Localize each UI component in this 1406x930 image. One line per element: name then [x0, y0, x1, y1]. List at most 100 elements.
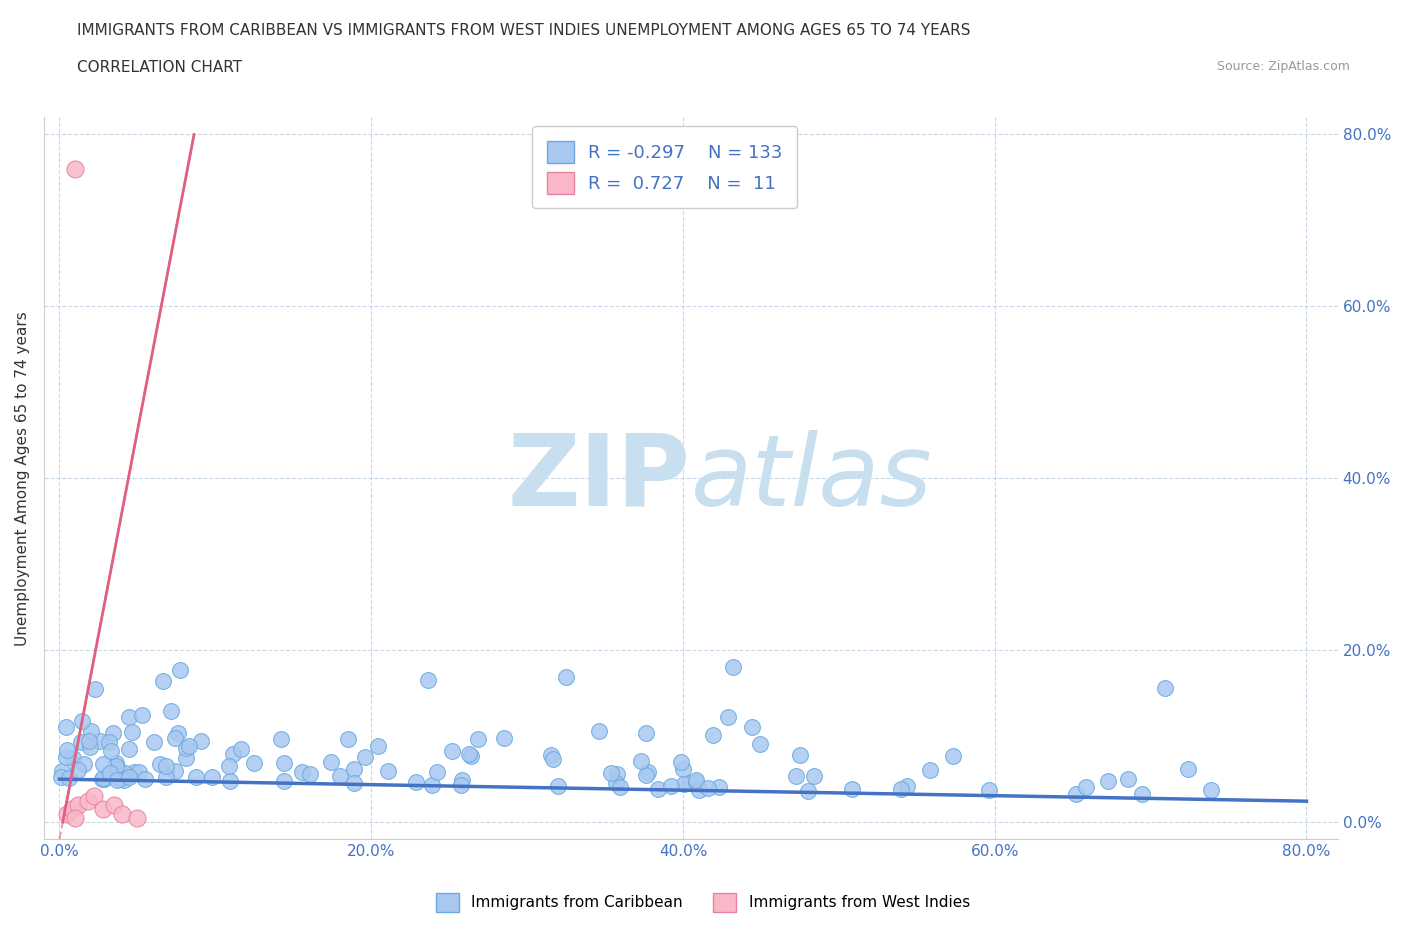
Point [460, 749, 482, 764]
Point [1097, 774, 1119, 789]
Point [634, 725, 657, 740]
Point [599, 766, 621, 781]
Point [721, 660, 744, 675]
Point [547, 778, 569, 793]
Point [70, 713, 93, 728]
Point [108, 772, 131, 787]
Point [1177, 762, 1199, 777]
Point [174, 751, 197, 765]
Point [669, 754, 692, 769]
Point [588, 724, 610, 738]
Point [56, 743, 79, 758]
Point [688, 783, 710, 798]
Point [420, 777, 443, 792]
Point [55, 750, 77, 764]
Point [105, 772, 128, 787]
Point [672, 762, 695, 777]
Point [155, 759, 177, 774]
Point [337, 732, 360, 747]
Point [270, 732, 292, 747]
Point [979, 782, 1001, 797]
Point [83, 789, 105, 804]
Point [142, 735, 165, 750]
Point [163, 730, 186, 745]
Point [920, 763, 942, 777]
Point [329, 768, 352, 783]
Point [741, 720, 763, 735]
Text: ZIP: ZIP [508, 430, 690, 526]
Point [354, 750, 377, 764]
Point [229, 741, 252, 756]
Point [321, 754, 343, 769]
Point [63, 162, 86, 177]
Point [1153, 681, 1175, 696]
Point [492, 730, 515, 745]
Point [426, 764, 449, 779]
Point [637, 764, 659, 779]
Point [134, 771, 156, 786]
Point [49, 769, 72, 784]
Point [1199, 782, 1222, 797]
Point [1064, 787, 1087, 802]
Point [149, 756, 172, 771]
Point [673, 777, 696, 791]
Point [104, 759, 127, 774]
Point [58, 771, 80, 786]
Text: IMMIGRANTS FROM CARIBBEAN VS IMMIGRANTS FROM WEST INDIES UNEMPLOYMENT AMONG AGES: IMMIGRANTS FROM CARIBBEAN VS IMMIGRANTS … [77, 23, 970, 38]
Point [367, 738, 389, 753]
Point [606, 766, 628, 781]
Point [107, 762, 129, 777]
Point [789, 748, 811, 763]
Point [222, 747, 245, 762]
Point [717, 710, 740, 724]
Point [103, 798, 125, 813]
Point [79, 740, 101, 755]
Point [841, 782, 863, 797]
Point [190, 734, 212, 749]
Point [803, 769, 825, 784]
Point [609, 779, 631, 794]
Point [541, 752, 564, 767]
Point [540, 748, 562, 763]
Point [91, 772, 114, 787]
Point [634, 768, 657, 783]
Point [647, 781, 669, 796]
Point [55, 719, 77, 734]
Point [89, 734, 111, 749]
Point [709, 780, 731, 795]
Point [169, 663, 191, 678]
Point [748, 737, 770, 751]
Point [56, 806, 79, 821]
Point [896, 778, 918, 793]
Point [890, 781, 912, 796]
Point [114, 765, 136, 780]
Point [127, 810, 149, 825]
Point [685, 772, 707, 787]
Point [343, 776, 366, 790]
Point [60, 802, 83, 817]
Point [93, 771, 115, 786]
Point [942, 749, 965, 764]
Point [121, 725, 143, 740]
Point [174, 740, 197, 755]
Point [418, 672, 440, 687]
Point [605, 776, 627, 790]
Point [155, 770, 177, 785]
Point [377, 764, 399, 778]
Point [91, 756, 114, 771]
Point [451, 773, 474, 788]
Point [1130, 787, 1153, 802]
Legend: R = -0.297    N = 133, R =  0.727    N =  11: R = -0.297 N = 133, R = 0.727 N = 11 [533, 126, 797, 208]
Point [73, 757, 96, 772]
Point [104, 755, 127, 770]
Point [291, 764, 314, 779]
Point [201, 769, 224, 784]
Text: Source: ZipAtlas.com: Source: ZipAtlas.com [1216, 60, 1350, 73]
Point [112, 773, 135, 788]
Legend: Immigrants from Caribbean, Immigrants from West Indies: Immigrants from Caribbean, Immigrants fr… [430, 887, 976, 918]
Point [186, 769, 208, 784]
Point [440, 743, 463, 758]
Point [80, 724, 103, 739]
Point [118, 742, 141, 757]
Point [152, 673, 174, 688]
